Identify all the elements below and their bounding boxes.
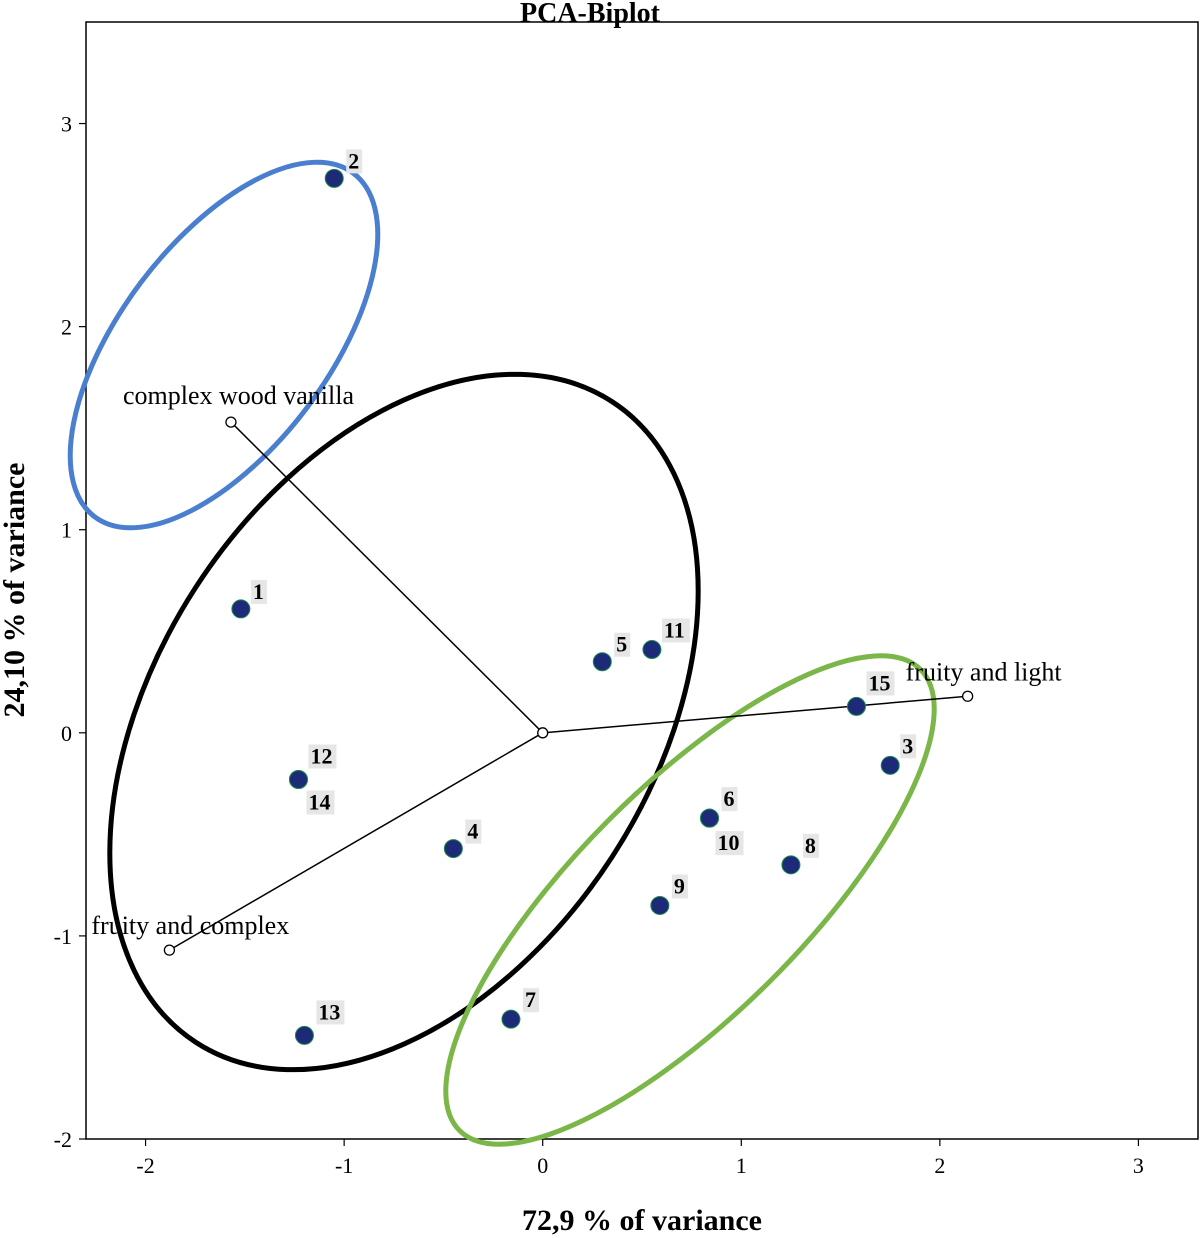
point-label: 2 bbox=[348, 148, 359, 173]
vector-line bbox=[169, 732, 544, 951]
variable-vectors: complex wood vanilla fruity and light frui… bbox=[91, 381, 1063, 956]
group-ellipse-2 bbox=[107, 371, 701, 1073]
point-label-background bbox=[715, 831, 744, 856]
group-ellipse-1 bbox=[67, 159, 381, 531]
point-label-background bbox=[802, 833, 819, 858]
x-tick-label: 1 bbox=[736, 1153, 747, 1178]
point-label-background bbox=[614, 632, 631, 657]
point-label-background bbox=[866, 671, 895, 696]
data-point bbox=[846, 696, 866, 716]
point-label: 10 bbox=[718, 830, 740, 855]
data-point bbox=[880, 755, 900, 775]
point-label-background bbox=[346, 149, 363, 174]
y-tick-label: 0 bbox=[61, 721, 72, 746]
point-label: 7 bbox=[525, 987, 536, 1012]
point-label: 15 bbox=[868, 670, 890, 695]
point-label: 12 bbox=[310, 744, 332, 769]
point-label-background bbox=[250, 579, 267, 604]
point-label: 13 bbox=[318, 999, 340, 1024]
data-point bbox=[231, 599, 251, 619]
point-label-background bbox=[465, 819, 482, 844]
point-label-background bbox=[721, 787, 738, 812]
point-label: 11 bbox=[664, 618, 685, 643]
point-label: 5 bbox=[616, 632, 627, 657]
data-point bbox=[501, 1009, 521, 1029]
data-point bbox=[294, 1025, 314, 1045]
x-tick-label: 0 bbox=[537, 1153, 548, 1178]
y-tick-label: -1 bbox=[54, 924, 72, 949]
y-tick-label: 1 bbox=[61, 518, 72, 543]
plot-frame bbox=[85, 21, 1199, 1140]
y-axis-label: 24,10 % of variance bbox=[0, 463, 31, 718]
y-tick-label: 3 bbox=[61, 112, 72, 137]
point-label: 9 bbox=[674, 873, 685, 898]
x-tick-label: -1 bbox=[335, 1153, 353, 1178]
point-label-background bbox=[316, 1000, 345, 1025]
group-ellipse-3 bbox=[443, 653, 937, 1147]
point-label-background bbox=[306, 790, 335, 815]
x-axis-label: 72,9 % of variance bbox=[522, 1204, 762, 1237]
data-point bbox=[642, 640, 662, 660]
data-point bbox=[592, 652, 612, 672]
x-tick-label: 2 bbox=[934, 1153, 945, 1178]
vector-endpoint bbox=[225, 416, 237, 428]
data-point bbox=[700, 808, 720, 828]
vector-endpoint bbox=[163, 944, 176, 956]
group-ellipses bbox=[67, 159, 937, 1147]
point-label: 8 bbox=[805, 833, 816, 858]
point-label-background bbox=[522, 988, 539, 1013]
chart-title: PCA-Biplot bbox=[520, 0, 661, 29]
x-axis: -2 -1 0 1 2 3 bbox=[136, 1139, 1144, 1178]
data-point bbox=[650, 895, 670, 915]
data-point bbox=[443, 839, 463, 859]
y-axis: -2 -1 0 1 2 3 bbox=[54, 112, 86, 1152]
vector-label: fruity and light bbox=[906, 657, 1063, 686]
data-point bbox=[781, 855, 801, 875]
point-label: 1 bbox=[253, 579, 264, 604]
vector-label: complex wood vanilla bbox=[123, 381, 355, 410]
point-label-background bbox=[900, 734, 917, 759]
vector-endpoint bbox=[962, 690, 974, 702]
origin-marker bbox=[537, 727, 549, 739]
vector-line bbox=[542, 695, 968, 734]
point-label-background bbox=[308, 744, 337, 769]
point-label-background bbox=[671, 874, 688, 899]
point-label: 6 bbox=[724, 786, 735, 811]
vector-line bbox=[230, 421, 544, 734]
data-point bbox=[324, 168, 344, 188]
point-label: 14 bbox=[308, 790, 330, 815]
vector-label: fruity and complex bbox=[91, 911, 289, 940]
data-point bbox=[288, 770, 308, 790]
x-tick-label: -2 bbox=[136, 1153, 154, 1178]
y-tick-label: 2 bbox=[61, 315, 72, 340]
point-label-background bbox=[661, 618, 690, 643]
point-label: 3 bbox=[902, 733, 913, 758]
y-tick-label: -2 bbox=[54, 1127, 72, 1152]
point-label: 4 bbox=[467, 819, 478, 844]
x-tick-label: 3 bbox=[1133, 1153, 1144, 1178]
